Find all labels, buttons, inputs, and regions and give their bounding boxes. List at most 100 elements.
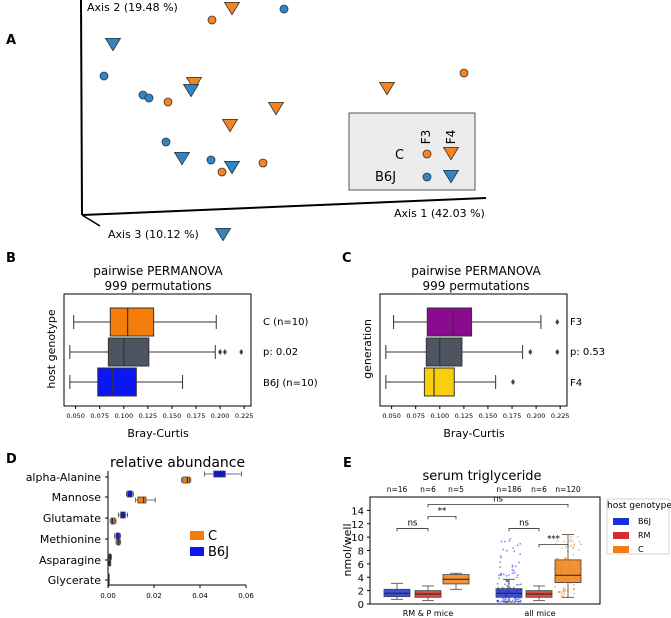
panel-c-label-p: p: 0.53 xyxy=(570,347,605,358)
jitter-point xyxy=(517,583,520,586)
x-tick-label: 0.04 xyxy=(192,592,208,600)
jitter-point xyxy=(508,574,510,576)
jitter-point xyxy=(554,585,556,588)
legend-label-rm: RM xyxy=(638,531,651,540)
legend-row-c: C xyxy=(395,148,404,163)
scatter-point-c-f4 xyxy=(185,76,203,91)
y-tick-label: 0 xyxy=(358,600,364,611)
outlier-point xyxy=(555,349,560,355)
jitter-point xyxy=(562,587,565,589)
scatter-point-b6j-f3 xyxy=(99,71,109,81)
jitter-point xyxy=(513,571,516,574)
jitter-point xyxy=(505,574,508,577)
category-label: alpha-Alanine xyxy=(26,471,102,484)
jitter-point xyxy=(556,539,559,542)
jitter-point xyxy=(499,561,502,564)
jitter-point xyxy=(511,599,514,602)
box xyxy=(213,470,226,478)
jitter-point xyxy=(513,598,516,601)
legend-box xyxy=(606,498,670,555)
panel-d-boxes xyxy=(107,470,242,587)
jitter-point xyxy=(517,600,520,603)
panel-e-y-ticks: 0 2 4 6 8 10 12 14 xyxy=(351,506,370,611)
jitter-point xyxy=(564,545,567,548)
jitter-point xyxy=(501,600,504,603)
jitter-point xyxy=(573,543,576,545)
jitter-point xyxy=(514,601,517,603)
jitter-point xyxy=(499,574,502,577)
box xyxy=(137,496,147,504)
axis-1-label: Axis 1 (42.03 %) xyxy=(394,207,485,220)
scatter-point-b6j-f4 xyxy=(182,83,200,98)
legend-label-b6j: B6J xyxy=(208,545,229,560)
n-label: n=5 xyxy=(448,485,464,494)
jitter-point xyxy=(500,556,503,559)
panel-c-title: pairwise PERMANOVA xyxy=(411,264,541,278)
panel-c-xlabel: Bray-Curtis xyxy=(443,427,505,440)
box xyxy=(423,367,455,397)
jitter-point xyxy=(506,584,509,587)
jitter-point xyxy=(573,583,575,586)
jitter-point xyxy=(570,538,573,541)
legend-row-b6j: B6J xyxy=(375,170,396,185)
scatter-point-c-f4 xyxy=(221,118,239,133)
jitter-point xyxy=(503,599,506,602)
jitter-point xyxy=(516,584,518,586)
jitter-point xyxy=(560,592,563,595)
x-tick-label: 0.100 xyxy=(114,412,133,420)
category-label: Glycerate xyxy=(48,574,101,587)
jitter-point xyxy=(500,572,502,575)
box xyxy=(426,307,473,337)
jitter-point xyxy=(512,547,515,550)
legend-label-c: C xyxy=(208,529,217,544)
legend-swatches xyxy=(613,518,629,553)
panel-d-legend: C B6J xyxy=(190,529,229,560)
legend-swatch-b6j xyxy=(190,547,204,556)
jitter-point xyxy=(578,549,580,551)
jitter-point xyxy=(506,586,509,589)
panel-c-label-f4: F4 xyxy=(570,378,582,389)
panel-d-relative-abundance: relative abundance alpha-Alanine Mannose G… xyxy=(26,455,255,600)
panel-b-plot-area xyxy=(63,293,252,407)
box xyxy=(182,476,191,484)
jitter-point xyxy=(499,555,502,557)
jitter-point xyxy=(571,540,574,543)
jitter-point xyxy=(501,597,504,600)
x-tick-label: 0.050 xyxy=(66,412,85,420)
panel-b-subtitle: 999 permutations xyxy=(104,279,211,293)
panel-c-plot-area xyxy=(379,293,568,407)
scatter-point-b6j-f4 xyxy=(173,151,191,166)
n-label: n=6 xyxy=(420,485,436,494)
legend-label-b6j: B6J xyxy=(638,517,651,526)
axis-2-label: Axis 2 (19.48 %) xyxy=(87,1,178,14)
box xyxy=(111,517,116,525)
x-tick-label: 0.200 xyxy=(211,412,230,420)
y-tick-label: 10 xyxy=(351,533,364,544)
panel-letter-a: A xyxy=(6,33,16,48)
jitter-point xyxy=(516,544,519,547)
n-label: n=186 xyxy=(496,485,522,494)
jitter-point xyxy=(563,590,566,593)
scatter-point-c-f4 xyxy=(267,101,285,116)
panel-a-legend: F3 F4 C B6J xyxy=(348,112,476,191)
scatter-points xyxy=(99,1,469,242)
jitter-point xyxy=(557,591,560,594)
scatter-point-c-f3 xyxy=(258,158,268,168)
jitter-point xyxy=(502,573,505,576)
jitter-point xyxy=(503,540,506,543)
scatter-point-c-f3 xyxy=(459,68,469,78)
y-tick-label: 4 xyxy=(358,573,364,584)
legend-swatch-c xyxy=(190,531,204,540)
panel-c-permanova: pairwise PERMANOVA 999 permutations gene… xyxy=(361,264,605,440)
jitter-point xyxy=(512,569,515,572)
y-tick-label: 6 xyxy=(358,560,364,571)
jitter-point xyxy=(579,543,582,546)
significance-label: ** xyxy=(438,506,447,516)
scatter-point-c-f4 xyxy=(223,1,241,16)
panel-b-label-b6j: B6J (n=10) xyxy=(263,378,318,389)
jitter-point xyxy=(496,582,499,585)
n-label: n=120 xyxy=(555,485,581,494)
panel-d-categories: alpha-Alanine Mannose Glutamate Methionine A… xyxy=(26,471,108,587)
scatter-point-b6j-f4 xyxy=(214,227,232,242)
jitter-point xyxy=(505,598,508,601)
